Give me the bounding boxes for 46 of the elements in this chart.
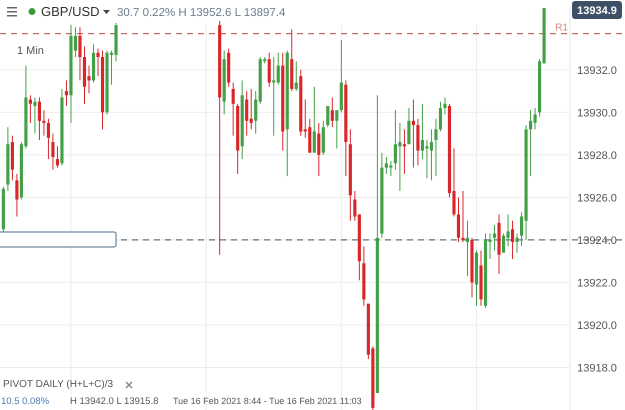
candlestick [312, 86, 316, 154]
candlestick [335, 110, 338, 149]
y-tick-label: 13924.0 [577, 234, 617, 247]
ref-line-label: R1 [555, 22, 568, 34]
candlestick [33, 96, 36, 134]
chart-subtitle: 30.7 0.22% H 13952.6 L 13897.4 [117, 7, 286, 19]
y-tick-label: 13922.0 [577, 277, 617, 290]
chart-title: GBP/USD [41, 4, 100, 19]
candlestick [326, 105, 330, 128]
text: 13934.9 [577, 5, 617, 17]
candlestick [38, 96, 42, 140]
y-tick-label: 13926.0 [577, 192, 617, 204]
y-tick-label: 13928.0 [577, 150, 617, 162]
candlestick [51, 133, 55, 170]
annotation: H 13942.0 L 13915.8 [70, 396, 158, 407]
y-tick-label: 13932.0 [577, 64, 617, 77]
candlestick [398, 122, 402, 192]
candlestick [456, 196, 460, 243]
candlestick [528, 110, 532, 177]
candlestick [407, 108, 410, 145]
candlestick [420, 103, 424, 160]
candlestick [438, 101, 442, 132]
candlestick [317, 122, 320, 177]
candlestick [434, 118, 438, 177]
candlestick [430, 128, 434, 181]
candlestick [402, 128, 406, 174]
candlestick [294, 60, 298, 92]
candlestick [78, 26, 82, 81]
y-tick-label: 13918.0 [577, 362, 617, 374]
y-tick-label: 13920.0 [577, 320, 617, 332]
candlestick [502, 233, 506, 254]
annotation: 10.5 0.08% [1, 396, 50, 407]
candlestick [492, 224, 496, 252]
annotation: Tue 16 Feb 2021 8:44 - Tue 16 Feb 2021 11:03 [173, 396, 362, 406]
y-tick-label: 13930.0 [577, 107, 617, 120]
candlestick [15, 173, 18, 218]
candlestick [268, 52, 271, 88]
candlestick [64, 80, 68, 106]
candlestick [56, 146, 60, 168]
annotation: PIVOT DAILY (H+L+C)/3 [3, 379, 114, 390]
candlestick [330, 96, 334, 128]
candlestick [28, 94, 32, 124]
candlestick [510, 220, 514, 260]
annotation: 1 Min [17, 45, 44, 57]
candlestick [232, 82, 235, 136]
candlestick [46, 118, 50, 160]
